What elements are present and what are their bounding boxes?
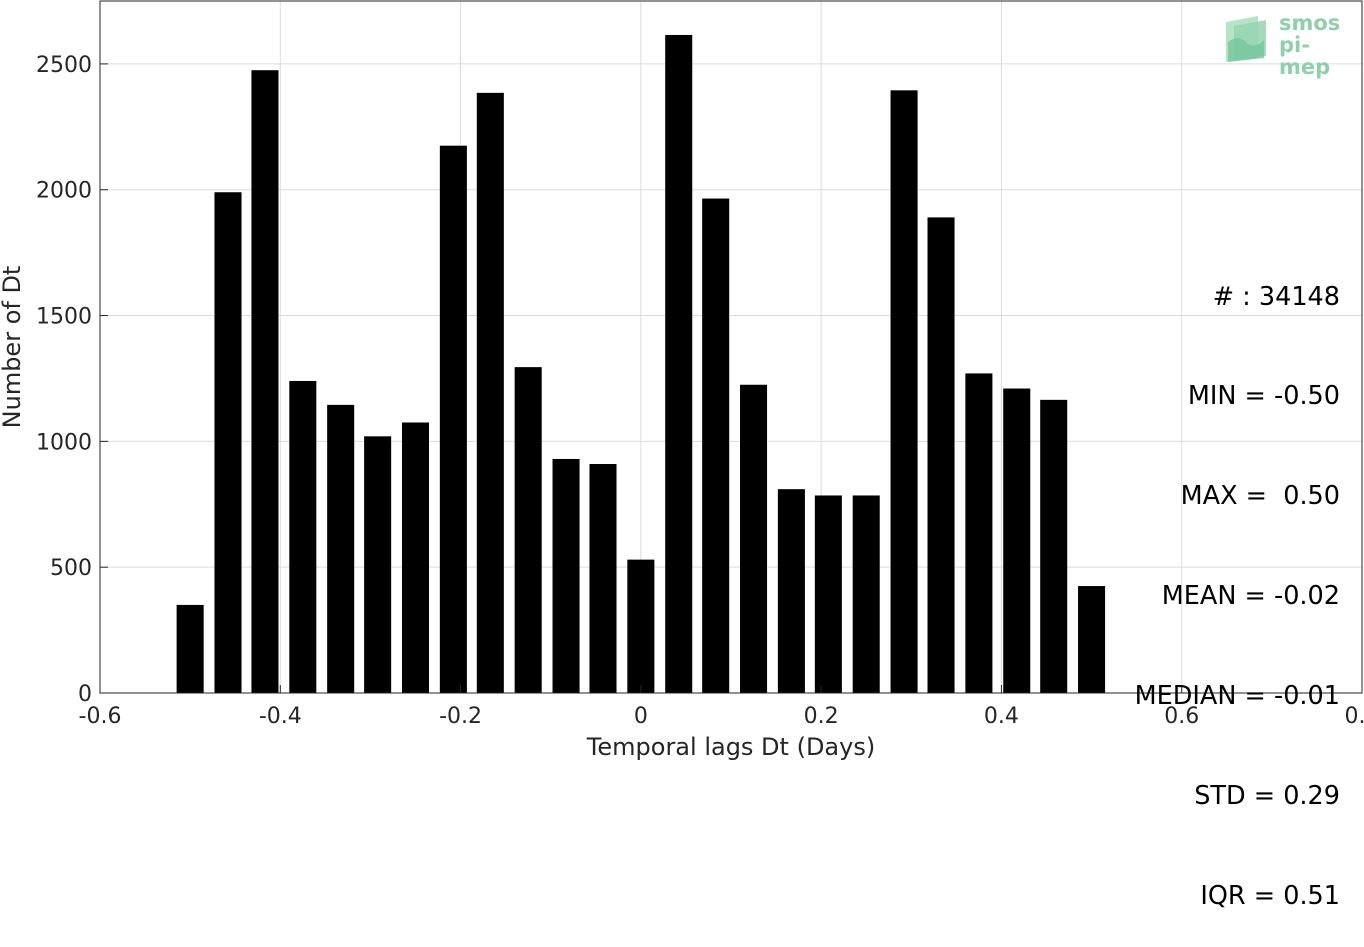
histogram-bar bbox=[1078, 586, 1105, 693]
x-tick-label: -0.6 bbox=[79, 704, 122, 729]
histogram-bar bbox=[815, 495, 842, 693]
histogram-bar bbox=[1040, 400, 1067, 693]
histogram-bar bbox=[364, 436, 391, 693]
histogram-bar bbox=[477, 93, 504, 693]
histogram-bar bbox=[928, 217, 955, 693]
statistics-box: # : 34148 MIN = -0.50 MAX = 0.50 MEAN = … bbox=[1135, 214, 1340, 947]
x-tick-label: 0 bbox=[634, 704, 648, 729]
x-tick-label: 0.2 bbox=[804, 704, 839, 729]
stat-iqr: IQR = 0.51 bbox=[1135, 880, 1340, 913]
x-tick-label: -0.2 bbox=[439, 704, 482, 729]
x-tick-label: 0.4 bbox=[984, 704, 1019, 729]
histogram-bar bbox=[702, 199, 729, 693]
smos-pi-mep-logo: smos pi-mep bbox=[1224, 12, 1358, 64]
stat-mean: MEAN = -0.02 bbox=[1135, 580, 1340, 613]
stat-max: MAX = 0.50 bbox=[1135, 480, 1340, 513]
logo-waves-icon bbox=[1224, 12, 1276, 64]
stat-median: MEDIAN = -0.01 bbox=[1135, 680, 1340, 713]
histogram-bar bbox=[853, 495, 880, 693]
histogram-bar bbox=[965, 373, 992, 693]
histogram-bar bbox=[402, 422, 429, 693]
histogram-bar bbox=[553, 459, 580, 693]
x-axis-label: Temporal lags Dt (Days) bbox=[586, 733, 875, 761]
histogram-bar bbox=[1003, 389, 1030, 693]
y-tick-label: 500 bbox=[50, 556, 92, 581]
logo-text-line1: smos bbox=[1279, 12, 1358, 34]
y-tick-label: 1500 bbox=[36, 305, 92, 330]
histogram-bar bbox=[515, 367, 542, 693]
histogram-bar bbox=[177, 605, 204, 693]
x-tick-label: -0.4 bbox=[259, 704, 302, 729]
y-tick-label: 2000 bbox=[36, 179, 92, 204]
y-tick-label: 2500 bbox=[36, 53, 92, 78]
histogram-bar bbox=[327, 405, 354, 693]
stat-min: MIN = -0.50 bbox=[1135, 380, 1340, 413]
y-tick-label: 1000 bbox=[36, 430, 92, 455]
y-tick-label: 0 bbox=[78, 682, 92, 707]
histogram-bar bbox=[891, 90, 918, 693]
histogram-bar bbox=[214, 192, 241, 693]
histogram-bar bbox=[289, 381, 316, 693]
stat-count: # : 34148 bbox=[1135, 281, 1340, 314]
histogram-bar bbox=[251, 70, 278, 693]
logo-text-line2: pi-mep bbox=[1279, 34, 1358, 78]
histogram-bar bbox=[627, 560, 654, 693]
histogram-bar bbox=[665, 35, 692, 693]
histogram-bar bbox=[778, 489, 805, 693]
histogram-bar bbox=[740, 385, 767, 693]
stat-std: STD = 0.29 bbox=[1135, 780, 1340, 813]
histogram-bar bbox=[589, 464, 616, 693]
x-tick-label: 0.8 bbox=[1345, 704, 1364, 729]
histogram-bar bbox=[440, 146, 467, 693]
logo-text: smos pi-mep bbox=[1279, 12, 1358, 78]
y-axis-label: Number of Dt bbox=[0, 266, 26, 429]
